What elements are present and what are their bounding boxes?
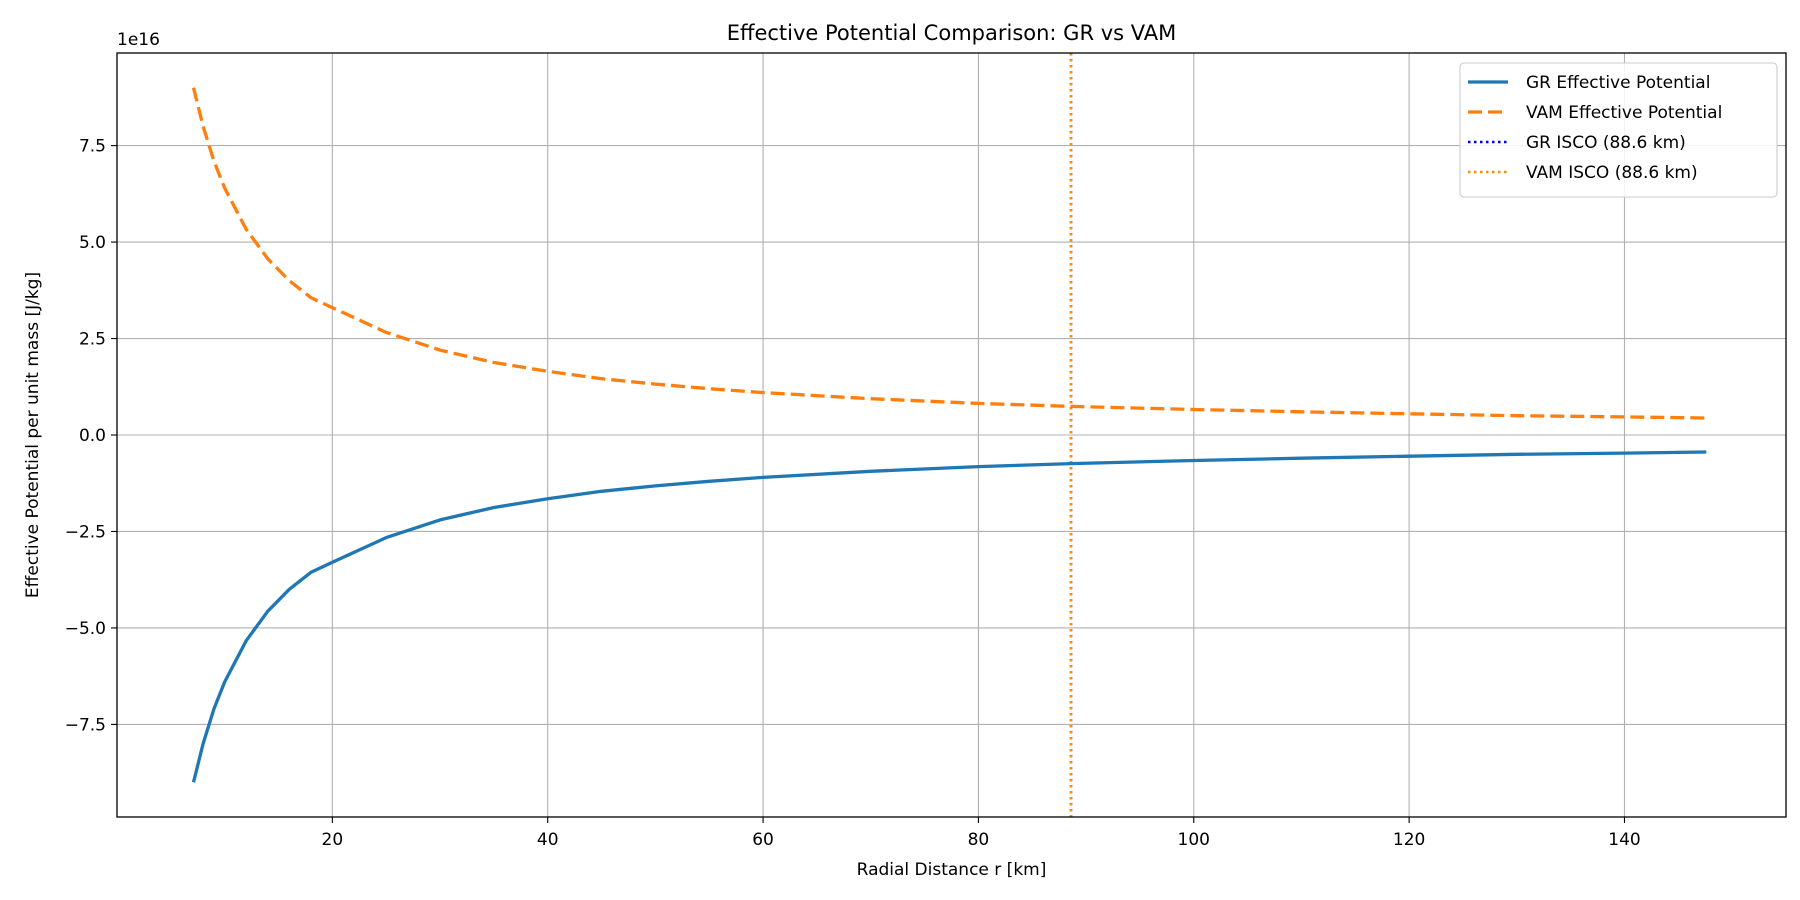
legend-label: VAM Effective Potential (1526, 103, 1722, 123)
y-tick-label: 0.0 (79, 426, 106, 446)
y-axis-label: Effective Potential per unit mass [J/kg] (23, 272, 43, 598)
x-tick-label: 140 (1608, 830, 1640, 850)
chart-title: Effective Potential Comparison: GR vs VA… (727, 21, 1177, 45)
y-offset-label: 1e16 (117, 30, 160, 50)
x-tick-label: 40 (537, 830, 559, 850)
x-tick-label: 100 (1178, 830, 1210, 850)
x-tick-label: 60 (752, 830, 774, 850)
series-line-0 (191, 450, 1707, 783)
y-tick-label: −2.5 (65, 522, 106, 542)
legend-label: GR ISCO (88.6 km) (1526, 133, 1686, 153)
y-tick-label: 7.5 (79, 137, 106, 157)
x-tick-label: 120 (1393, 830, 1425, 850)
y-tick-label: 5.0 (79, 233, 106, 253)
y-tick-label: 2.5 (79, 330, 106, 350)
y-axis-ticks: −7.5 −5.0 −2.5 0.0 2.5 5.0 7.5 (65, 137, 117, 735)
x-axis-label: Radial Distance r [km] (857, 860, 1047, 880)
series-layer (191, 53, 1707, 817)
legend-box (1459, 62, 1778, 198)
x-tick-label: 20 (322, 830, 344, 850)
series-line-1 (191, 87, 1707, 420)
legend-label: VAM ISCO (88.6 km) (1526, 163, 1698, 183)
legend-label: GR Effective Potential (1526, 73, 1710, 93)
legend: GR Effective Potential VAM Effective Pote… (1459, 62, 1778, 198)
y-tick-label: −7.5 (65, 715, 106, 735)
x-axis-ticks: 20 40 60 80 100 120 140 (322, 817, 1641, 850)
x-tick-label: 80 (968, 830, 990, 850)
y-tick-label: −5.0 (65, 619, 106, 639)
